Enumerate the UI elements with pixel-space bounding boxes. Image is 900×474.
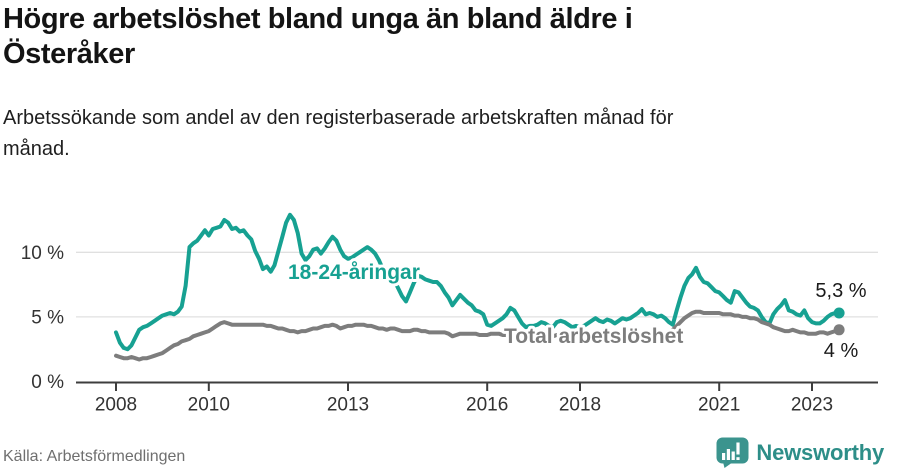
newsworthy-logo-text: Newsworthy	[756, 439, 884, 465]
x-axis-label: 2023	[791, 395, 833, 416]
series-end-dot-young	[833, 307, 845, 319]
x-axis-label: 2021	[698, 395, 740, 416]
subtitle-line-2: månad.	[3, 138, 70, 160]
x-axis-label: 2013	[327, 395, 369, 416]
subtitle-line-1: Arbetssökande som andel av den registerb…	[3, 107, 674, 129]
series-label-total: Total arbetslöshet	[504, 325, 683, 348]
series-line-total	[114, 309, 842, 362]
newsworthy-barchart-pin-icon	[716, 437, 749, 468]
series-label-young: 18-24-åringar	[288, 261, 420, 284]
newsworthy-logo[interactable]: Newsworthy	[716, 437, 884, 468]
x-axis-label: 2018	[559, 395, 601, 416]
end-value-label-young: 5,3 %	[815, 280, 866, 302]
page-title-line-2: Österåker	[3, 38, 135, 70]
x-axis-label: 2008	[95, 395, 137, 416]
x-axis-label: 2010	[188, 395, 230, 416]
unemployment-line-chart: 0 % 5 % 10 % 2008 2010 2013 2016 2018 2021 2023 18…	[21, 212, 878, 416]
y-axis-label: 0 %	[31, 372, 64, 393]
page-title-line-1: Högre arbetslöshet bland unga än bland ä…	[3, 3, 633, 35]
series-end-dot-total	[833, 324, 845, 336]
y-axis-label: 10 %	[21, 243, 64, 264]
chart-subtitle: Arbetssökande som andel av den registerb…	[3, 103, 853, 165]
page-title: Högre arbetslöshet bland unga än bland ä…	[3, 2, 633, 72]
end-value-label-total: 4 %	[824, 340, 859, 362]
series-line-young	[114, 212, 842, 352]
y-axis-label: 5 %	[31, 307, 64, 328]
x-axis-label: 2016	[466, 395, 508, 416]
source-note: Källa: Arbetsförmedlingen	[3, 448, 186, 465]
